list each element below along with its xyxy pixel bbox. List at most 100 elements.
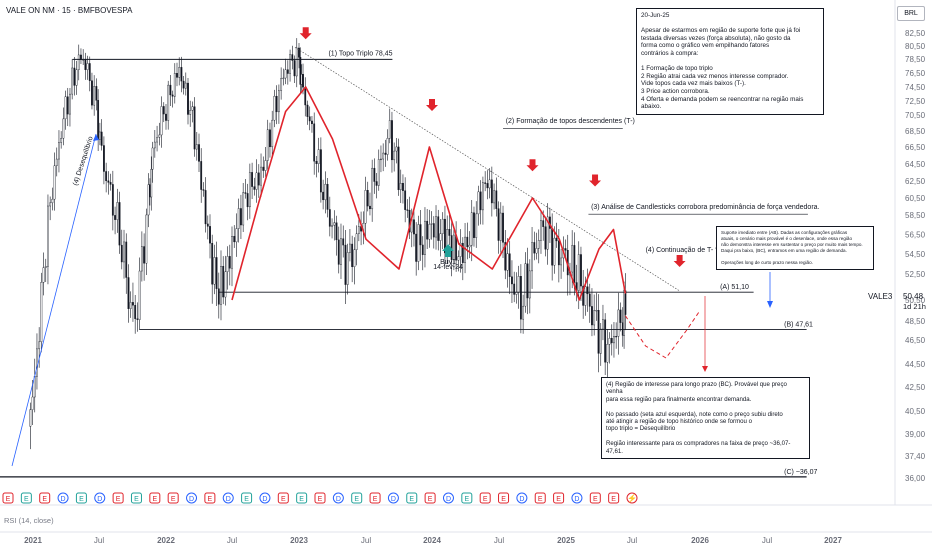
symbol-tag: VALE3	[868, 292, 893, 301]
earnings-glyph: E	[611, 496, 616, 503]
x-tick-label: Jul	[94, 536, 104, 545]
candle-body	[428, 224, 431, 240]
candle-body	[260, 166, 262, 186]
candle-body	[597, 310, 600, 354]
candle-body	[291, 54, 294, 61]
last-price: 50,48	[903, 292, 924, 301]
candle-body	[235, 228, 238, 243]
candle-body	[134, 305, 137, 319]
candle-body	[342, 238, 345, 246]
candle-body	[187, 82, 189, 115]
dividend-event-icon	[186, 492, 198, 504]
candle-body	[542, 220, 545, 227]
candle-body	[173, 73, 176, 97]
candle-body	[351, 243, 354, 268]
earnings-event-icon	[20, 492, 32, 504]
analysis-note-top[interactable]: 20-Jun-25 Apesar de estarmos em região d…	[636, 8, 824, 115]
candle-body	[53, 165, 56, 200]
earnings-glyph: E	[409, 496, 414, 503]
red-down-arrow	[589, 174, 602, 187]
candle-body	[66, 96, 69, 115]
candle-body	[143, 246, 146, 264]
earnings-glyph: E	[483, 496, 488, 503]
descending-trendline	[294, 47, 680, 292]
dividend-event-icon	[259, 492, 271, 504]
continuation-label: (4) Continuação de T- ?	[646, 247, 720, 254]
y-tick-label: 64,50	[905, 160, 926, 169]
candle-body	[444, 218, 446, 254]
candle-body	[619, 309, 622, 323]
candle-body	[502, 212, 504, 243]
candle-body	[555, 237, 558, 242]
candle-body	[31, 396, 34, 410]
earnings-glyph: E	[464, 496, 469, 503]
buy-date-label: 14-fev-24	[433, 264, 463, 271]
currency-selector[interactable]: BRL	[897, 6, 925, 21]
rsi-indicator-label[interactable]: RSI (14, close)	[4, 516, 54, 525]
x-tick-label: Jul	[762, 536, 772, 545]
triple-top-label: (1) Topo Triplo 78,45	[328, 50, 392, 57]
candle-body	[91, 80, 93, 106]
candle-body	[484, 182, 487, 184]
candle-body	[606, 344, 609, 363]
candle-body	[145, 214, 148, 264]
candle-body	[38, 341, 41, 350]
candle-body	[156, 137, 158, 143]
candle-body	[62, 118, 65, 139]
candle-body	[417, 224, 420, 262]
candle-body	[195, 144, 198, 150]
candle-body	[58, 142, 60, 160]
candle-body	[220, 265, 222, 305]
dividend-glyph: D	[97, 496, 102, 503]
candle-body	[526, 263, 529, 299]
earnings-glyph: E	[208, 496, 213, 503]
candle-body	[248, 172, 251, 208]
earnings-event-icon	[534, 492, 546, 504]
candle-body	[441, 218, 444, 234]
y-tick-label: 40,50	[905, 407, 926, 416]
analysis-note-bottom[interactable]: (4) Região de interesse para longo prazo…	[601, 377, 810, 460]
y-tick-label: 48,50	[905, 317, 926, 326]
candle-body	[280, 78, 283, 91]
candle-body	[198, 144, 200, 162]
analysis-note-middle[interactable]: Suporte imediato entre (AB). Dadas as co…	[716, 226, 874, 270]
y-tick-label: 66,50	[905, 143, 926, 152]
arrowhead-icon	[702, 366, 708, 372]
y-tick-label: 50,50	[905, 296, 926, 305]
candle-body	[430, 223, 433, 225]
candle-body	[308, 116, 311, 122]
candle-body	[40, 282, 43, 343]
candle-body	[304, 87, 307, 106]
dividend-event-icon	[571, 492, 583, 504]
candle-body	[151, 147, 154, 170]
candle-body	[75, 69, 78, 86]
x-tick-label: 2021	[24, 536, 42, 545]
dividend-glyph: D	[336, 496, 341, 503]
candle-body	[147, 184, 150, 216]
candle-body	[231, 236, 233, 269]
dividend-event-icon	[222, 492, 234, 504]
candle-body	[399, 182, 402, 191]
earnings-glyph: E	[281, 496, 286, 503]
candle-body	[88, 63, 91, 81]
candle-body	[402, 182, 404, 191]
candle-body	[437, 216, 440, 241]
candle-body	[167, 84, 170, 121]
candle-body	[577, 254, 580, 291]
candle-body	[118, 202, 121, 246]
candle-body	[125, 241, 128, 278]
candle-body	[138, 270, 141, 320]
candle-body	[333, 222, 336, 226]
candle-body	[560, 257, 562, 266]
candle-body	[448, 229, 451, 236]
dividend-glyph: D	[519, 496, 524, 503]
candle-body	[51, 198, 54, 204]
earnings-event-icon	[167, 492, 179, 504]
earnings-glyph: E	[428, 496, 433, 503]
candle-body	[286, 69, 289, 74]
candle-body	[369, 205, 371, 210]
candle-body	[331, 225, 333, 227]
candle-body	[105, 171, 108, 182]
earnings-event-icon	[553, 492, 565, 504]
